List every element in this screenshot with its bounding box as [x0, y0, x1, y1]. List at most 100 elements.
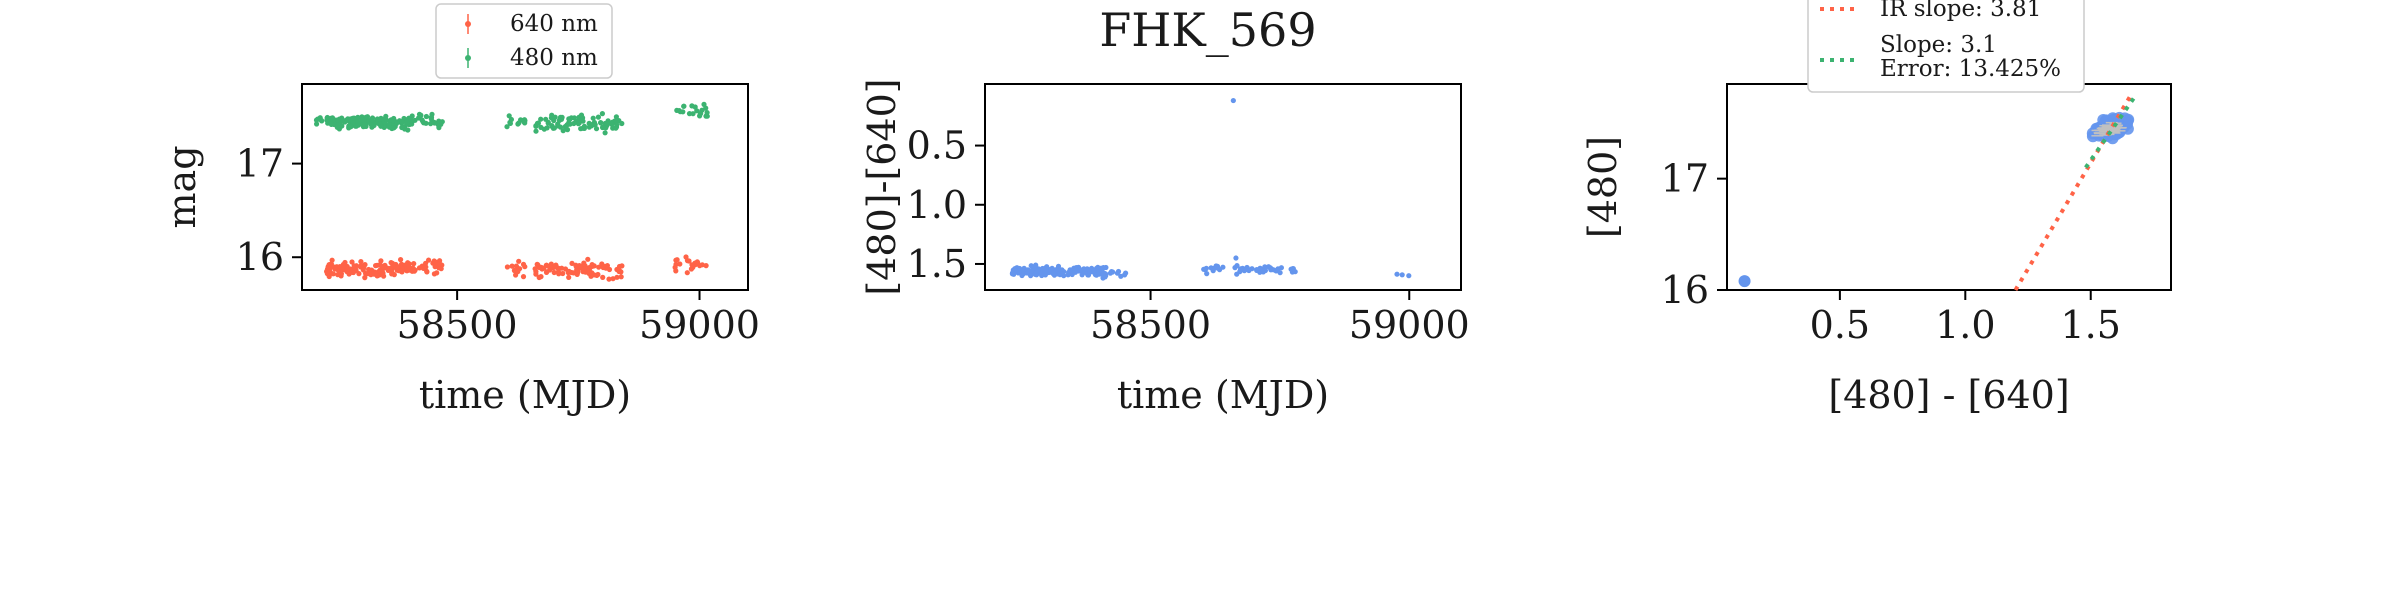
data-point-color — [1100, 271, 1106, 277]
data-points — [313, 101, 710, 282]
data-point-color — [1072, 269, 1078, 275]
data-point-640-nm — [538, 274, 544, 280]
data-point-480-nm — [564, 122, 570, 128]
data-point-640-nm — [350, 269, 356, 275]
data-point-640-nm — [552, 264, 558, 270]
data-point-outlier — [1738, 275, 1751, 288]
data-point-640-nm — [358, 259, 364, 265]
data-point-640-nm — [358, 263, 364, 269]
data-point-480-nm — [374, 116, 380, 122]
data-point-480-nm — [538, 124, 544, 130]
data-point-640-nm — [378, 269, 384, 275]
x-axis-label: time (MJD) — [1117, 373, 1329, 417]
data-point-color — [1033, 272, 1040, 278]
y-axis-label: mag — [160, 145, 204, 228]
data-point-480-nm — [516, 120, 522, 126]
data-point-640-nm — [337, 268, 343, 274]
data-point-480-nm — [335, 117, 341, 123]
data-point-480-nm — [690, 111, 696, 117]
data-point-480-nm — [533, 128, 539, 134]
data-point-480-nm — [689, 103, 695, 109]
data-point-color — [1057, 272, 1063, 278]
data-point-640-nm — [614, 274, 620, 280]
data-point-640-nm — [330, 271, 336, 277]
data-point-640-nm — [586, 270, 592, 276]
data-point-color — [1244, 266, 1250, 272]
data-point-480-nm — [404, 119, 410, 125]
data-point-color — [1073, 265, 1079, 271]
data-point-480-nm — [504, 124, 510, 130]
data-point-640-nm — [411, 261, 417, 267]
data-point-480-nm — [535, 120, 542, 126]
data-point-color — [1017, 268, 1023, 274]
data-point-640-nm — [516, 258, 522, 264]
data-point-color — [1055, 263, 1062, 269]
data-point-640-nm — [610, 276, 616, 282]
data-point-color — [1084, 266, 1090, 272]
data-point-480-nm — [677, 109, 683, 115]
data-point-640-nm — [324, 266, 331, 272]
data-point-480-nm — [619, 120, 625, 127]
data-point-color — [1234, 271, 1240, 277]
axes-frame — [301, 83, 749, 291]
data-point-color — [1100, 275, 1106, 281]
data-point-640-nm — [345, 266, 351, 272]
legend: IR slope: 3.81 Slope: 3.1 Error: 13.425% — [1807, 0, 2085, 93]
data-point-480-nm — [598, 120, 604, 126]
x-tick-label: 58500 — [1090, 303, 1211, 347]
legend-marker-480 — [465, 48, 471, 68]
data-point-640-nm — [438, 266, 444, 272]
legend-label-640: 640 nm — [510, 11, 598, 37]
x-tick-label: 1.0 — [1935, 303, 1995, 347]
data-point-480-nm — [355, 119, 361, 125]
fit-lines — [2013, 93, 2138, 292]
data-point-640-nm — [683, 254, 689, 260]
data-point-480-nm — [521, 119, 527, 125]
data-point-480-nm — [359, 117, 365, 123]
data-point-640-nm — [566, 274, 572, 280]
data-point-color — [1029, 268, 1035, 274]
data-point-480-nm — [538, 116, 544, 122]
data-point-640-nm — [585, 256, 591, 262]
data-point-480-nm — [552, 114, 558, 120]
legend-label-slope-line2: Error: 13.425% — [1880, 56, 2061, 82]
data-point-480-nm — [595, 114, 602, 120]
data-point-color — [1011, 271, 1017, 277]
data-point-480-nm — [544, 125, 550, 131]
data-point-480-nm — [432, 120, 438, 126]
data-point-480-nm — [317, 115, 323, 121]
data-point-480-nm — [370, 123, 376, 129]
data-point-480-nm — [600, 124, 606, 131]
data-point-640-nm — [384, 265, 390, 271]
x-axis-label: time (MJD) — [419, 373, 631, 417]
legend-label-ir-slope: IR slope: 3.81 — [1880, 0, 2041, 22]
data-point-640-nm — [432, 264, 438, 270]
x-tick-label: 59000 — [639, 303, 760, 347]
legend-marker-640 — [465, 14, 471, 34]
data-point-480-nm — [328, 121, 334, 127]
panel-color-lightcurve: FHK_569 58500 59000 0.5 1.0 1.5 time (MJD) [… — [860, 3, 1470, 417]
data-point-640-nm — [541, 265, 547, 271]
data-point-480-nm — [609, 121, 615, 127]
data-point-480-nm — [701, 101, 707, 107]
data-point-640-nm — [517, 266, 523, 272]
data-point-480-nm — [353, 123, 359, 129]
data-point-640-nm — [689, 262, 695, 268]
data-point-480-nm — [314, 121, 320, 127]
data-point-640-nm — [694, 259, 700, 265]
data-point-color — [1238, 266, 1244, 272]
data-point-color — [1042, 272, 1048, 278]
data-point-640-nm — [673, 261, 679, 267]
data-point-640-nm — [398, 268, 404, 274]
data-point-480-nm — [545, 120, 551, 126]
y-tick-label: 0.5 — [907, 124, 967, 168]
data-point-480-nm — [590, 115, 596, 121]
data-point-640-nm — [431, 258, 437, 264]
data-point-480-nm — [697, 111, 704, 117]
data-point-480-nm — [580, 115, 586, 121]
data-point-640-nm — [338, 273, 344, 279]
data-point-color — [1044, 264, 1050, 270]
data-point-480-nm — [394, 119, 400, 125]
data-point-640-nm — [426, 257, 432, 263]
